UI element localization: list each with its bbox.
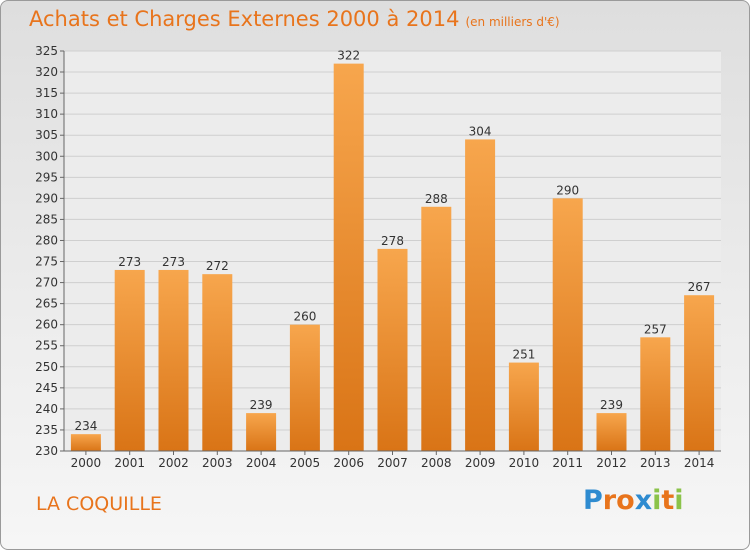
commune-name: LA COQUILLE [36, 493, 162, 515]
logo-letter: x [634, 485, 653, 516]
bar [552, 198, 583, 451]
bars: 234 273 273 272 239 260 322 278 288 304 251 290 239 2… [70, 49, 715, 451]
logo-letter: t [661, 485, 675, 516]
proxiti-logo[interactable]: Proxiti [583, 485, 684, 516]
bar-value-label: 234 [74, 419, 97, 433]
bar-value-label: 290 [556, 183, 579, 197]
y-tick-label: 315 [35, 86, 58, 100]
x-tick-label: 2006 [333, 456, 364, 470]
bar-value-label: 273 [118, 255, 141, 269]
bar-value-label: 278 [381, 234, 404, 248]
y-tick-label: 280 [35, 233, 58, 247]
bar-value-label: 257 [644, 322, 667, 336]
bar [596, 413, 627, 451]
bar-value-label: 267 [688, 280, 711, 294]
bar [289, 324, 320, 451]
bar-value-label: 239 [250, 398, 273, 412]
x-tick-label: 2004 [246, 456, 277, 470]
bar-value-label: 239 [600, 398, 623, 412]
y-tick-label: 305 [35, 128, 58, 142]
y-tick-label: 235 [35, 423, 58, 437]
y-tick-label: 295 [35, 170, 58, 184]
y-tick-label: 320 [35, 65, 58, 79]
bar [377, 248, 408, 451]
bar [421, 206, 452, 451]
y-tick-label: 310 [35, 107, 58, 121]
x-tick-label: 2009 [465, 456, 496, 470]
y-tick-label: 265 [35, 297, 58, 311]
y-axis: 230 235 240 245 250 255 260 265 270 275 280 285 290 2… [35, 44, 65, 458]
bar [508, 362, 539, 451]
y-tick-label: 240 [35, 402, 58, 416]
bar-value-label: 260 [293, 310, 316, 324]
bar [684, 295, 715, 451]
bar [333, 63, 364, 451]
y-tick-label: 270 [35, 276, 58, 290]
x-tick-label: 2001 [114, 456, 145, 470]
logo-letter: i [674, 485, 684, 516]
y-tick-label: 275 [35, 255, 58, 269]
bar-value-label: 304 [469, 124, 492, 138]
bar [114, 269, 145, 451]
x-tick-label: 2008 [421, 456, 452, 470]
bar [465, 139, 496, 451]
y-tick-label: 245 [35, 381, 58, 395]
y-tick-label: 290 [35, 191, 58, 205]
title-text: Achats et Charges Externes 2000 à 2014 [29, 7, 460, 31]
bar [70, 434, 101, 451]
bar [640, 337, 671, 451]
bar-value-label: 288 [425, 192, 448, 206]
x-tick-label: 2013 [640, 456, 671, 470]
bar [246, 413, 277, 451]
bar-value-label: 273 [162, 255, 185, 269]
bar-value-label: 322 [337, 49, 360, 63]
logo-letter: P [583, 485, 603, 516]
x-tick-label: 2007 [377, 456, 408, 470]
y-tick-label: 325 [35, 44, 58, 58]
y-tick-label: 300 [35, 149, 58, 163]
bar-value-label: 272 [206, 259, 229, 273]
y-tick-label: 255 [35, 339, 58, 353]
x-tick-label: 2000 [71, 456, 102, 470]
y-tick-label: 230 [35, 444, 58, 458]
y-tick-label: 285 [35, 212, 58, 226]
logo-letter: i [652, 485, 662, 516]
x-tick-label: 2010 [509, 456, 540, 470]
bar [202, 274, 233, 451]
y-tick-label: 260 [35, 318, 58, 332]
x-tick-label: 2002 [158, 456, 189, 470]
x-tick-label: 2014 [684, 456, 715, 470]
bar [158, 269, 189, 451]
x-tick-label: 2011 [552, 456, 583, 470]
y-tick-label: 250 [35, 360, 58, 374]
bar-value-label: 251 [512, 348, 535, 362]
chart-subtitle: (en milliers d'€) [465, 15, 560, 29]
x-tick-label: 2005 [290, 456, 321, 470]
x-tick-label: 2003 [202, 456, 233, 470]
x-axis: 2000 2001 2002 2003 2004 2005 2006 2007 2008 2009… [64, 450, 721, 470]
chart-title: Achats et Charges Externes 2000 à 2014 (e… [29, 7, 560, 31]
logo-letter: r [602, 485, 617, 516]
x-tick-label: 2012 [596, 456, 627, 470]
logo-letter: o [616, 485, 635, 516]
